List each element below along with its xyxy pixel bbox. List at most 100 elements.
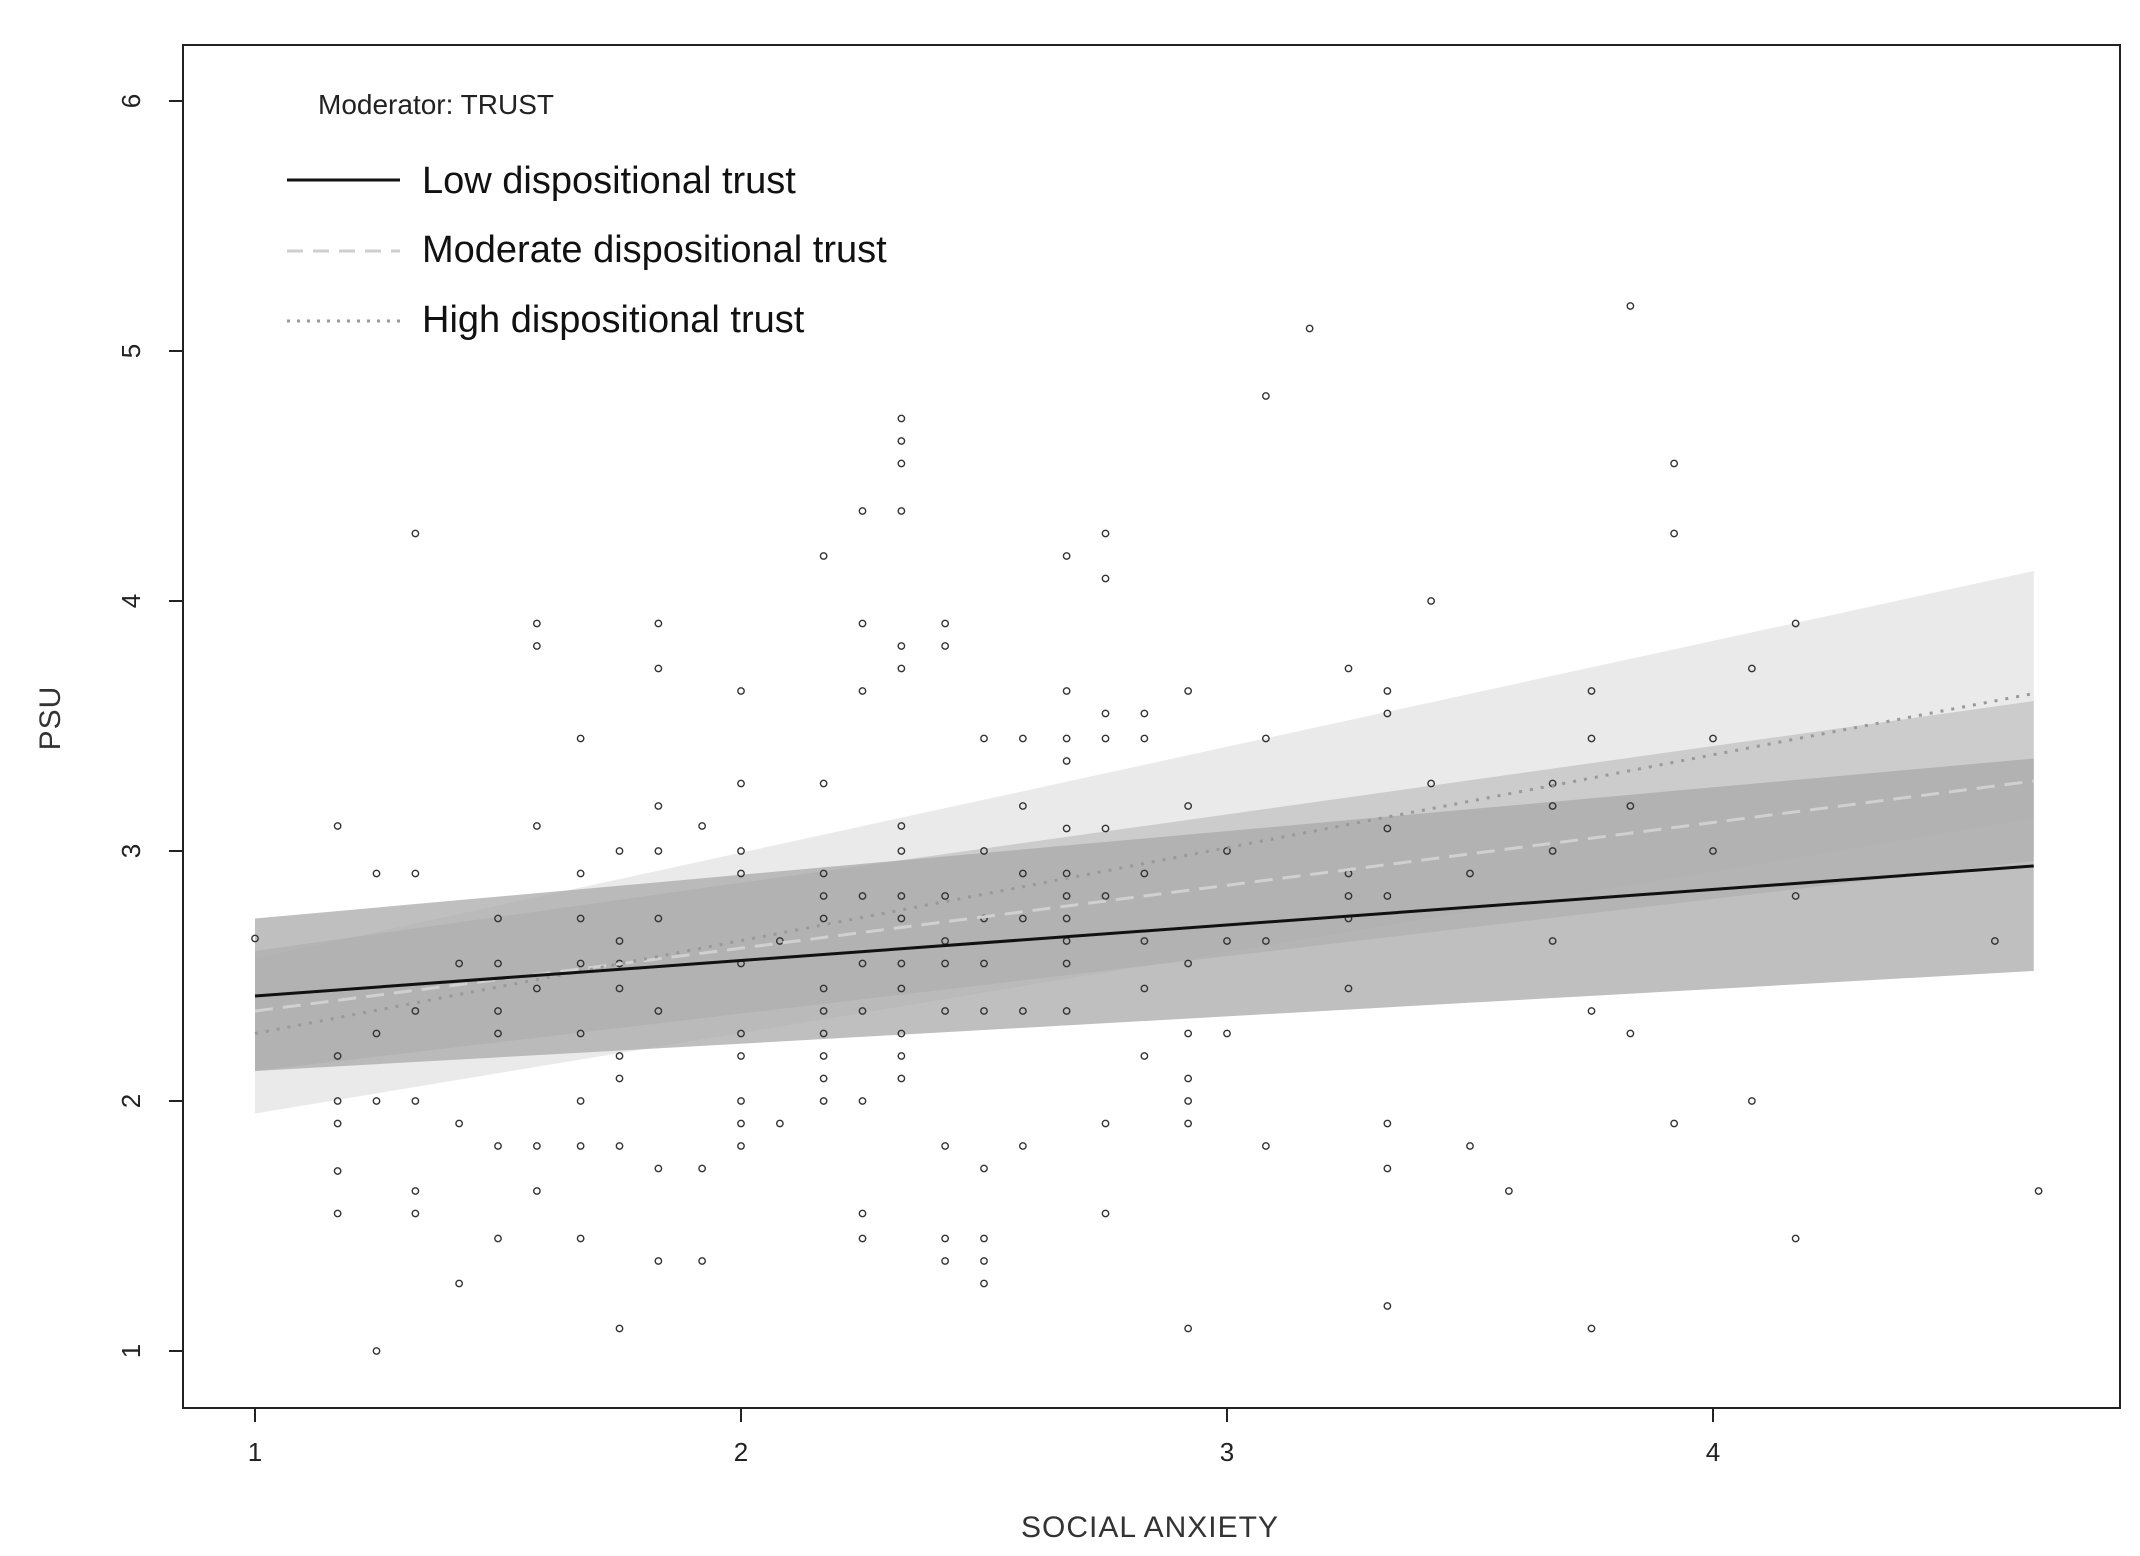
data-point [775, 937, 784, 945]
legend-label-high: High dispositional trust [422, 299, 805, 341]
data-point [737, 1097, 745, 1105]
data-point [897, 507, 906, 515]
data-point [1101, 1209, 1110, 1218]
data-point [333, 1052, 342, 1060]
data-point [1587, 734, 1596, 743]
data-point [532, 822, 541, 830]
data-point [737, 1029, 745, 1038]
data-point [980, 1257, 988, 1265]
legend: Moderator: TRUST Low dispositional trust… [287, 89, 887, 341]
data-point [411, 869, 420, 878]
data-point [1670, 1119, 1679, 1128]
data-point [1261, 1142, 1270, 1150]
data-point [1791, 1234, 1800, 1243]
data-point [576, 914, 585, 923]
data-point [1383, 687, 1392, 695]
data-point [1223, 1029, 1231, 1038]
data-point [1184, 1074, 1193, 1083]
data-point [411, 1097, 420, 1105]
data-point [372, 1097, 381, 1105]
data-point [1747, 1097, 1756, 1105]
data-point [1670, 459, 1679, 468]
x-tick-label: 3 [1220, 1437, 1234, 1467]
data-point [1184, 802, 1193, 810]
data-point [1548, 937, 1557, 945]
data-point [858, 1234, 867, 1243]
data-point [819, 1029, 828, 1038]
data-point [1018, 802, 1027, 810]
data-point [1101, 824, 1110, 833]
data-point [737, 1142, 745, 1150]
data-point [980, 1164, 988, 1173]
data-point [1504, 1187, 1513, 1195]
data-point [858, 892, 867, 900]
data-point [411, 1187, 420, 1195]
x-axis-title: SOCIAL ANXIETY [1021, 1511, 1279, 1544]
data-point [941, 619, 950, 628]
regression-line-dotted [254, 692, 2035, 1035]
data-point [1184, 1097, 1193, 1105]
data-point [737, 1119, 745, 1128]
data-point [941, 892, 950, 900]
data-point [1184, 1029, 1193, 1038]
data-point [576, 1097, 585, 1105]
y-tick-label: 3 [116, 844, 146, 858]
data-point [1344, 892, 1353, 900]
data-point [819, 779, 828, 788]
data-point [532, 642, 541, 650]
data-point [1261, 734, 1270, 743]
data-point [737, 869, 745, 878]
data-point [455, 1279, 464, 1288]
data-point [1383, 1164, 1392, 1173]
data-point [858, 687, 867, 695]
data-point [819, 1052, 828, 1060]
data-point [1305, 324, 1314, 333]
data-point [858, 1097, 867, 1105]
data-point [1184, 1119, 1193, 1128]
data-point [1140, 869, 1149, 878]
data-point [1383, 824, 1392, 833]
data-point [1101, 574, 1110, 583]
data-point [1466, 869, 1474, 878]
data-point [1548, 802, 1557, 810]
data-point [1018, 1007, 1027, 1015]
data-point [654, 914, 663, 923]
x-tick-label: 1 [248, 1437, 262, 1467]
data-point [1383, 892, 1392, 900]
data-point [1018, 734, 1027, 743]
data-point [532, 619, 541, 628]
data-point [372, 869, 381, 878]
data-point [494, 1029, 502, 1038]
data-point [372, 1347, 381, 1355]
data-point [897, 847, 906, 855]
data-point [819, 892, 828, 900]
data-point [1101, 529, 1110, 538]
data-point [897, 414, 906, 423]
data-point [1062, 552, 1071, 560]
data-point [897, 984, 906, 993]
data-point [1383, 709, 1392, 718]
data-point [1101, 709, 1110, 718]
data-point [1344, 984, 1353, 993]
data-point [333, 1209, 342, 1218]
scatter-points [251, 302, 2043, 1355]
data-point [819, 869, 828, 878]
data-point [1018, 869, 1027, 878]
confidence-band-0 [255, 758, 2034, 1071]
data-point [494, 1234, 502, 1243]
data-point [1184, 687, 1193, 695]
data-point [737, 779, 745, 788]
data-point [2034, 1187, 2043, 1195]
data-point [1587, 1324, 1596, 1333]
data-point [1709, 734, 1717, 743]
data-point [941, 1007, 950, 1015]
data-point [858, 959, 867, 968]
data-point [1791, 619, 1800, 628]
data-point [411, 529, 420, 538]
data-point [897, 1052, 906, 1060]
data-point [1018, 1142, 1027, 1150]
data-point [1587, 687, 1596, 695]
data-point [737, 1052, 745, 1060]
data-point [333, 1097, 342, 1105]
